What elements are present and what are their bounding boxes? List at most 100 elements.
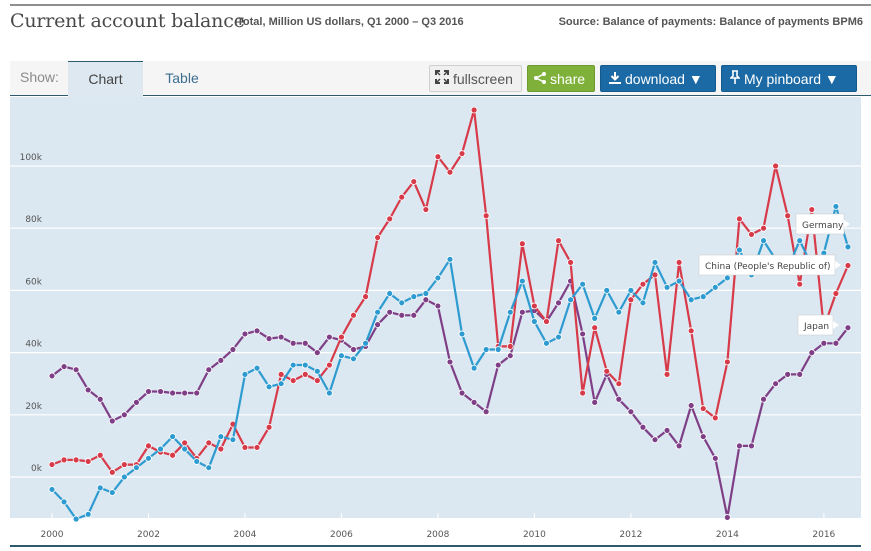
data-point-germany[interactable] <box>265 383 273 391</box>
data-point-china[interactable] <box>723 358 731 366</box>
data-point-japan[interactable] <box>615 395 623 403</box>
data-point-germany[interactable] <box>133 464 140 472</box>
data-point-japan[interactable] <box>844 324 852 332</box>
data-point-japan[interactable] <box>325 333 333 341</box>
data-point-japan[interactable] <box>169 389 177 397</box>
data-point-china[interactable] <box>784 212 792 220</box>
data-point-japan[interactable] <box>784 370 792 378</box>
pinboard-button[interactable]: My pinboard ▼ <box>721 65 857 92</box>
data-point-japan[interactable] <box>241 330 249 338</box>
data-point-germany[interactable] <box>289 361 297 369</box>
data-point-china[interactable] <box>277 370 285 378</box>
data-point-japan[interactable] <box>820 339 828 347</box>
data-point-china[interactable] <box>386 215 394 223</box>
data-point-germany[interactable] <box>181 445 189 453</box>
data-point-china[interactable] <box>313 377 321 384</box>
data-point-china[interactable] <box>796 280 804 288</box>
data-point-japan[interactable] <box>723 514 731 521</box>
download-button[interactable]: download ▼ <box>600 65 716 92</box>
data-point-germany[interactable] <box>120 473 128 481</box>
data-point-germany[interactable] <box>736 246 743 254</box>
data-point-japan[interactable] <box>277 333 285 341</box>
data-point-japan[interactable] <box>410 311 418 319</box>
data-point-china[interactable] <box>241 444 249 451</box>
data-point-germany[interactable] <box>711 283 719 291</box>
data-point-china[interactable] <box>567 259 574 266</box>
data-point-japan[interactable] <box>133 398 140 406</box>
data-point-china[interactable] <box>289 377 297 384</box>
data-point-china[interactable] <box>518 240 526 248</box>
data-point-japan[interactable] <box>96 395 104 403</box>
data-point-china[interactable] <box>832 290 840 297</box>
data-point-japan[interactable] <box>217 356 225 364</box>
data-point-china[interactable] <box>108 468 116 476</box>
data-point-japan[interactable] <box>313 349 321 357</box>
data-point-germany[interactable] <box>844 243 852 251</box>
data-point-germany[interactable] <box>555 333 562 341</box>
data-point-japan[interactable] <box>736 442 743 450</box>
data-point-germany[interactable] <box>603 286 611 294</box>
data-point-japan[interactable] <box>289 339 297 347</box>
data-point-china[interactable] <box>362 293 369 301</box>
data-point-japan[interactable] <box>627 408 635 416</box>
data-point-germany[interactable] <box>374 308 382 316</box>
data-point-china[interactable] <box>531 302 538 310</box>
data-point-china[interactable] <box>711 414 719 422</box>
data-point-germany[interactable] <box>48 486 56 493</box>
data-point-germany[interactable] <box>253 364 261 372</box>
data-point-germany[interactable] <box>518 277 526 285</box>
data-point-germany[interactable] <box>157 445 164 453</box>
data-point-germany[interactable] <box>663 283 671 291</box>
data-point-china[interactable] <box>687 327 695 335</box>
data-point-germany[interactable] <box>567 296 574 304</box>
data-point-japan[interactable] <box>193 389 201 397</box>
data-point-china[interactable] <box>844 262 852 269</box>
data-point-china[interactable] <box>675 259 683 266</box>
data-point-japan[interactable] <box>253 327 261 335</box>
data-point-japan[interactable] <box>205 366 213 374</box>
data-point-germany[interactable] <box>338 352 345 360</box>
data-point-china[interactable] <box>60 456 68 464</box>
data-point-japan[interactable] <box>663 426 671 434</box>
data-point-japan[interactable] <box>60 363 68 370</box>
data-point-japan[interactable] <box>494 361 502 369</box>
data-point-china[interactable] <box>446 168 454 176</box>
data-point-germany[interactable] <box>362 339 369 347</box>
data-point-japan[interactable] <box>108 417 116 425</box>
data-point-germany[interactable] <box>193 458 201 465</box>
data-point-germany[interactable] <box>591 314 599 322</box>
data-point-germany[interactable] <box>458 330 466 338</box>
data-point-germany[interactable] <box>482 346 490 353</box>
data-point-japan[interactable] <box>145 388 152 395</box>
data-point-china[interactable] <box>72 456 80 464</box>
data-point-germany[interactable] <box>241 370 249 378</box>
data-point-germany[interactable] <box>84 510 92 518</box>
data-point-china[interactable] <box>325 361 333 369</box>
share-button[interactable]: share <box>527 65 595 92</box>
data-point-china[interactable] <box>169 451 177 459</box>
data-point-germany[interactable] <box>205 464 213 472</box>
data-point-germany[interactable] <box>410 293 418 301</box>
data-point-china[interactable] <box>253 444 261 451</box>
data-point-japan[interactable] <box>579 330 587 338</box>
data-point-china[interactable] <box>663 370 671 378</box>
data-point-china[interactable] <box>422 206 430 213</box>
data-point-japan[interactable] <box>482 408 490 416</box>
data-point-japan[interactable] <box>699 433 707 440</box>
data-point-japan[interactable] <box>374 321 382 329</box>
data-point-china[interactable] <box>603 367 611 375</box>
data-point-china[interactable] <box>555 237 562 245</box>
data-point-germany[interactable] <box>145 454 152 462</box>
data-point-china[interactable] <box>482 212 490 220</box>
data-point-japan[interactable] <box>506 352 514 360</box>
data-point-japan[interactable] <box>748 442 755 450</box>
data-point-china[interactable] <box>265 423 273 431</box>
data-point-japan[interactable] <box>796 370 804 378</box>
data-point-germany[interactable] <box>313 367 321 375</box>
data-point-japan[interactable] <box>555 299 562 307</box>
data-point-germany[interactable] <box>470 364 478 372</box>
data-point-japan[interactable] <box>639 423 647 431</box>
data-point-china[interactable] <box>591 324 599 332</box>
data-point-germany[interactable] <box>277 380 285 388</box>
data-point-china[interactable] <box>217 445 225 453</box>
